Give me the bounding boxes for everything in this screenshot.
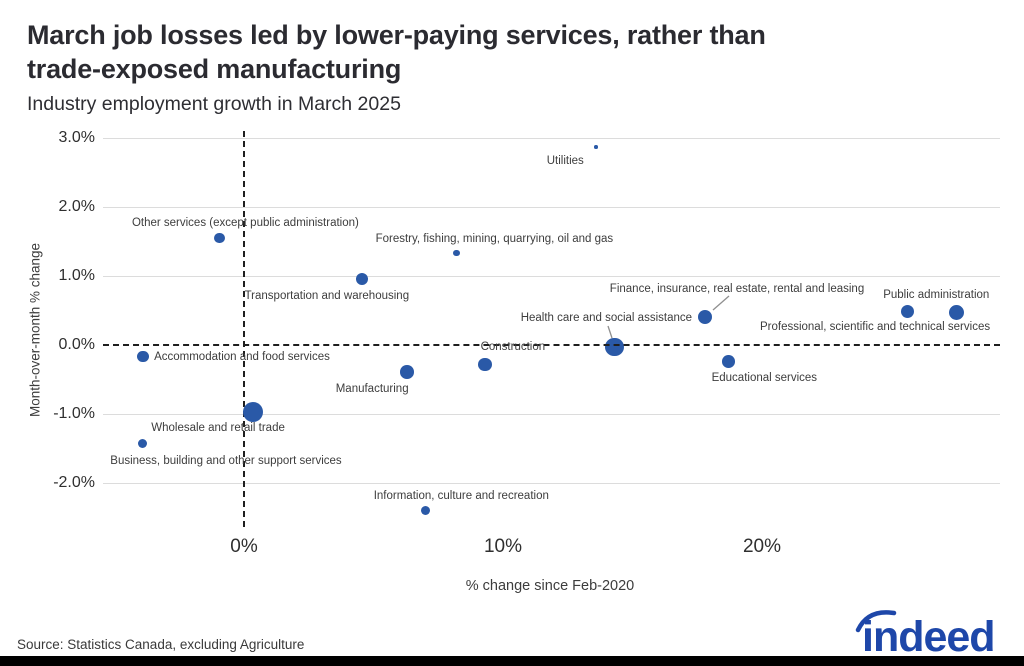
data-point-label-transportation: Transportation and warehousing [244, 289, 410, 302]
gridline-y-2 [103, 206, 1000, 208]
data-point-label-information-culture: Information, culture and recreation [373, 489, 549, 502]
data-point-finance [698, 310, 713, 325]
data-point-business-support [138, 439, 148, 449]
data-point-label-wholesale-retail: Wholesale and retail trade [151, 421, 285, 434]
y-tick-label: -1.0% [53, 405, 95, 422]
leader-line-health-care [607, 325, 613, 339]
x-tick-label: 10% [483, 536, 523, 557]
gridline-y-3 [103, 137, 1000, 139]
chart-title: March job losses led by lower-paying ser… [27, 20, 766, 84]
gridline-y--2 [103, 482, 1000, 484]
data-point-label-construction: Construction [480, 341, 546, 354]
data-point-label-finance: Finance, insurance, real estate, rental … [609, 283, 865, 296]
y-tick-label: 2.0% [58, 198, 95, 215]
data-point-information-culture [420, 505, 431, 516]
indeed-logo: indeed [855, 610, 996, 658]
data-point-other-services [214, 232, 225, 244]
data-point-manufacturing [400, 365, 414, 379]
y-axis-title: Month-over-month % change [27, 242, 43, 418]
data-point-label-manufacturing: Manufacturing [335, 382, 409, 395]
data-point-construction [478, 357, 492, 371]
zero-x-reference-line [243, 131, 245, 527]
data-point-public-administration [948, 304, 964, 321]
x-tick-label: 20% [742, 536, 782, 557]
zero-y-reference-line [103, 344, 1000, 346]
y-tick-label: 0.0% [58, 336, 95, 353]
gridline-y--1 [103, 413, 1000, 415]
data-point-label-business-support: Business, building and other support ser… [110, 454, 342, 467]
data-point-label-educational: Educational services [711, 371, 818, 384]
data-point-transportation [355, 272, 368, 285]
data-point-label-health-care: Health care and social assistance [520, 312, 693, 325]
data-point-forestry-mining [453, 250, 460, 257]
data-point-health-care [605, 337, 624, 357]
data-point-label-professional: Professional, scientific and technical s… [759, 320, 991, 333]
x-axis-title: % change since Feb-2020 [465, 578, 635, 594]
gridline-y-1 [103, 275, 1000, 277]
data-point-label-forestry-mining: Forestry, fishing, mining, quarrying, oi… [375, 233, 614, 246]
data-point-label-other-services: Other services (except public administra… [131, 217, 359, 230]
data-point-wholesale-retail [243, 401, 264, 422]
indeed-logo-text: indeed [862, 613, 995, 658]
data-point-label-utilities: Utilities [546, 154, 584, 167]
data-point-label-public-administration: Public administration [883, 288, 990, 301]
footer-bar [0, 656, 1024, 666]
data-point-accommodation [137, 351, 149, 363]
data-point-educational [722, 355, 735, 368]
data-point-utilities [594, 145, 599, 149]
source-note: Source: Statistics Canada, excluding Agr… [17, 637, 305, 652]
indeed-logo-arc-icon [855, 610, 897, 633]
y-tick-label: -2.0% [53, 474, 95, 491]
y-tick-label: 1.0% [58, 267, 95, 284]
y-tick-label: 3.0% [58, 129, 95, 146]
data-point-label-accommodation: Accommodation and food services [154, 350, 330, 363]
x-tick-label: 0% [230, 536, 258, 557]
chart-subtitle: Industry employment growth in March 2025 [27, 93, 401, 115]
data-point-professional [900, 305, 914, 319]
leader-line-finance [712, 295, 730, 311]
